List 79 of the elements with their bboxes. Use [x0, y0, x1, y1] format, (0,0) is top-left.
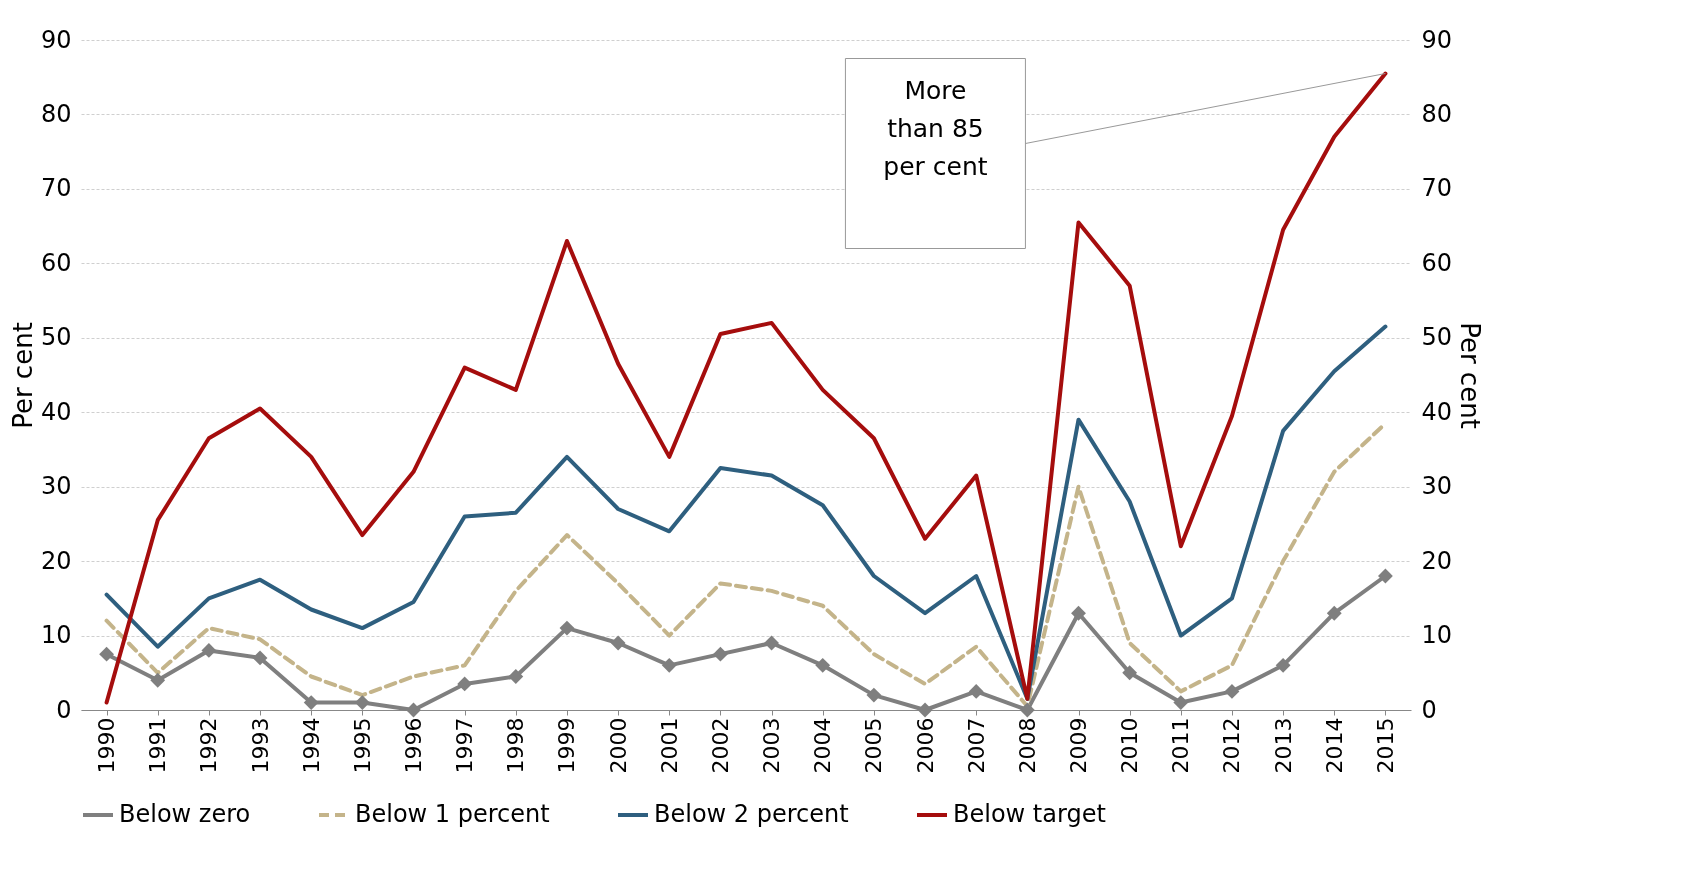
- x-tick-label: 2012: [1219, 717, 1245, 774]
- x-tick-label: 2003: [759, 717, 785, 774]
- x-tick-label: 2014: [1321, 717, 1347, 774]
- point: [866, 687, 882, 703]
- point: [1224, 683, 1240, 699]
- point: [1071, 605, 1086, 621]
- line-series: [104, 71, 1388, 705]
- x-tick-label: 1992: [196, 717, 222, 774]
- x-tick-label: 1995: [349, 717, 375, 774]
- legend-label: Below target: [953, 800, 1106, 828]
- y2-tick-label: 0: [1421, 695, 1437, 724]
- y2-axis-title: Per cent: [1455, 322, 1486, 429]
- line-series: [104, 324, 1388, 701]
- y2-tick-label: 90: [1421, 25, 1453, 54]
- point: [406, 702, 421, 718]
- legend-label: Below 1 percent: [355, 800, 550, 828]
- x-tick-label: 2008: [1014, 717, 1040, 774]
- x-tick-label: 1999: [554, 717, 580, 774]
- x-tick-label: 2009: [1066, 717, 1091, 774]
- y-tick-label: 60: [40, 248, 72, 277]
- point: [713, 646, 728, 662]
- point: [201, 643, 217, 658]
- y2-tick-label: 30: [1421, 472, 1453, 501]
- x-tick-label: 2015: [1372, 717, 1398, 774]
- y2-tick-label: 10: [1421, 621, 1453, 650]
- x-tick-label: 2005: [861, 717, 887, 774]
- annotation: More than 85 per cent: [883, 75, 988, 181]
- y-tick-label: 30: [40, 472, 72, 501]
- x-tick-label: 2002: [707, 717, 733, 774]
- point: [1122, 665, 1138, 681]
- point: [303, 695, 319, 710]
- y-axis-title: Per cent: [7, 322, 38, 429]
- y-tick-label: 10: [40, 621, 72, 650]
- point: [1019, 702, 1035, 718]
- x-tick-label: 2006: [912, 717, 938, 774]
- x-tick-label: 1993: [247, 717, 273, 774]
- point: [252, 650, 268, 666]
- x-tick-label: 2010: [1117, 717, 1143, 774]
- point: [99, 646, 114, 662]
- y2-tick-label: 40: [1421, 397, 1453, 426]
- point: [508, 669, 524, 684]
- x-tick-label: 1998: [503, 717, 529, 774]
- x-tick-label: 1991: [145, 717, 171, 774]
- x-tick-label: 2004: [810, 717, 836, 774]
- point: [1326, 605, 1342, 621]
- point: [917, 702, 933, 718]
- legend-label: Below 2 percent: [654, 800, 849, 828]
- y-tick-label: 90: [40, 25, 72, 54]
- point: [661, 657, 677, 673]
- point: [457, 676, 473, 692]
- x-tick-label: 1990: [94, 717, 120, 774]
- y-tick-label: 50: [40, 323, 72, 352]
- point: [354, 695, 370, 710]
- y2-tick-label: 60: [1421, 248, 1453, 277]
- point: [1275, 657, 1291, 673]
- y2-tick-label: 50: [1421, 323, 1453, 352]
- y2-tick-label: 80: [1421, 99, 1453, 128]
- x-tick-label: 2013: [1270, 717, 1296, 774]
- point: [150, 672, 166, 688]
- point: [968, 683, 984, 699]
- x-tick-label: 2007: [963, 717, 989, 774]
- x-tick-label: 2011: [1168, 717, 1194, 774]
- y-tick-label: 40: [40, 397, 72, 426]
- x-tick-label: 1997: [452, 717, 478, 774]
- legend-label: Below zero: [119, 800, 251, 828]
- x-tick-label: 2001: [656, 717, 682, 774]
- y-tick-label: 20: [40, 546, 72, 575]
- point: [559, 620, 575, 636]
- point: [1173, 695, 1189, 710]
- point: [610, 635, 626, 651]
- y-tick-label: 80: [40, 99, 72, 128]
- x-tick-label: 2000: [605, 717, 631, 774]
- y2-tick-label: 20: [1421, 546, 1453, 575]
- x-tick-label: 1994: [298, 717, 324, 774]
- x-tick-label: 1996: [401, 717, 426, 774]
- point: [815, 657, 831, 673]
- y-tick-label: 0: [56, 695, 72, 724]
- y-tick-label: 70: [40, 174, 72, 203]
- y2-tick-label: 70: [1421, 174, 1453, 203]
